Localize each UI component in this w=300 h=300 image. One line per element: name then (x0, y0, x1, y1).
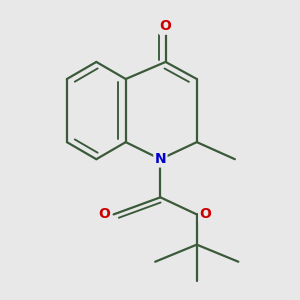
Text: O: O (200, 207, 211, 221)
Text: O: O (98, 207, 110, 221)
Text: O: O (160, 20, 172, 33)
Text: N: N (154, 152, 166, 166)
